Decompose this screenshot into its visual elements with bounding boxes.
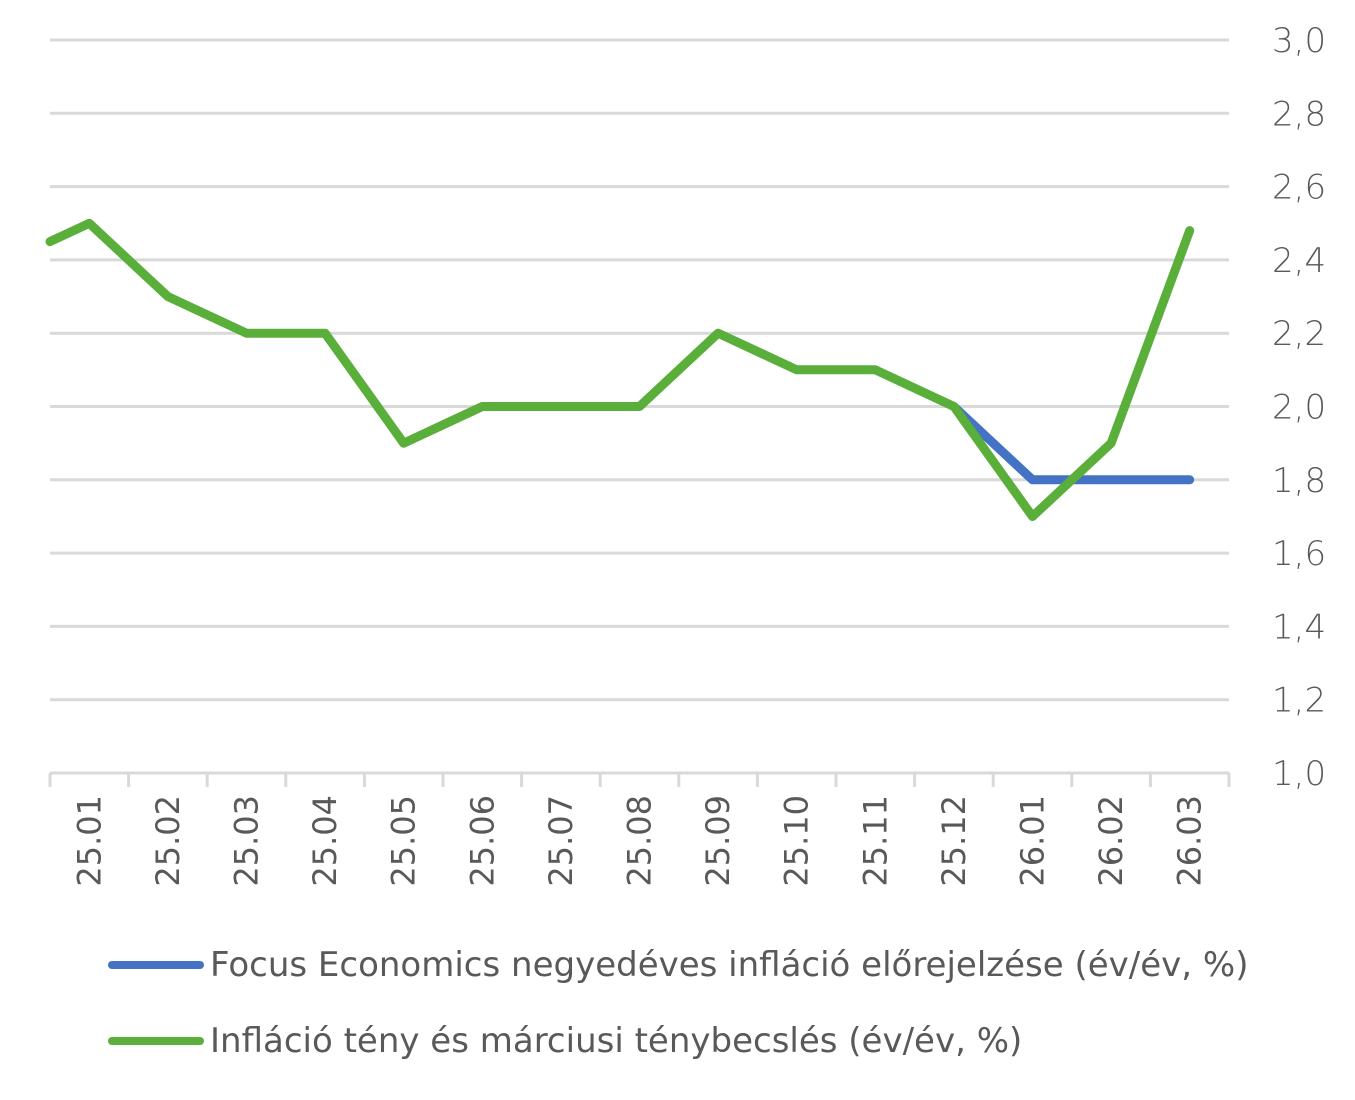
y-tick-label: 1,0 xyxy=(1272,754,1326,794)
x-tick-label: 25.05 xyxy=(385,795,423,887)
y-tick-label: 1,8 xyxy=(1272,461,1326,501)
y-tick-label: 1,2 xyxy=(1272,681,1326,721)
y-axis-tick-labels: 1,0 1,2 1,4 1,6 1,8 2,0 2,2 2,4 2,6 2,8 3,0 xyxy=(1272,21,1326,794)
legend-item-inflacio-teny: Infláció tény és márciusi ténybecslés (é… xyxy=(108,1021,1022,1061)
x-tick-label: 25.11 xyxy=(856,795,894,887)
legend-swatch-blue xyxy=(108,961,204,969)
y-tick-label: 2,8 xyxy=(1272,94,1326,134)
x-tick-label: 25.10 xyxy=(778,795,816,887)
x-tick-label: 26.01 xyxy=(1014,795,1052,887)
x-tick-label: 25.02 xyxy=(149,795,187,887)
legend-swatch-green xyxy=(108,1037,204,1045)
legend-label-focus-economics: Focus Economics negyedéves infláció előr… xyxy=(210,945,1249,985)
gridlines xyxy=(50,38,1229,702)
series-line-focus-economics xyxy=(949,402,1195,485)
x-tick-label: 26.02 xyxy=(1092,795,1130,887)
series-lines xyxy=(45,218,1195,521)
x-tick-label: 26.03 xyxy=(1171,795,1209,887)
y-tick-label: 2,2 xyxy=(1272,314,1326,354)
x-tick-label: 25.08 xyxy=(621,795,659,887)
x-tick-label: 25.09 xyxy=(699,795,737,887)
y-tick-label: 1,6 xyxy=(1272,534,1326,574)
y-tick-label: 2,6 xyxy=(1272,168,1326,208)
x-tick-label: 25.07 xyxy=(542,795,580,887)
x-tick-label: 25.04 xyxy=(306,795,344,887)
series-line-inflacio-teny xyxy=(45,218,1195,521)
x-tick-label: 25.06 xyxy=(463,795,501,887)
x-axis: 25.01 25.02 25.03 25.04 25.05 25.06 25.07 25.08… xyxy=(48,771,1231,887)
y-tick-label: 2,4 xyxy=(1272,241,1326,281)
x-tick-label: 25.03 xyxy=(228,795,266,887)
y-tick-label: 1,4 xyxy=(1272,607,1326,647)
y-tick-label: 2,0 xyxy=(1272,388,1326,428)
legend-label-inflacio-teny: Infláció tény és márciusi ténybecslés (é… xyxy=(210,1021,1023,1061)
x-tick-label: 25.12 xyxy=(935,795,973,887)
x-tick-label: 25.01 xyxy=(70,795,108,887)
legend-item-focus-economics: Focus Economics negyedéves infláció előr… xyxy=(108,945,1248,985)
y-tick-label: 3,0 xyxy=(1272,21,1326,61)
